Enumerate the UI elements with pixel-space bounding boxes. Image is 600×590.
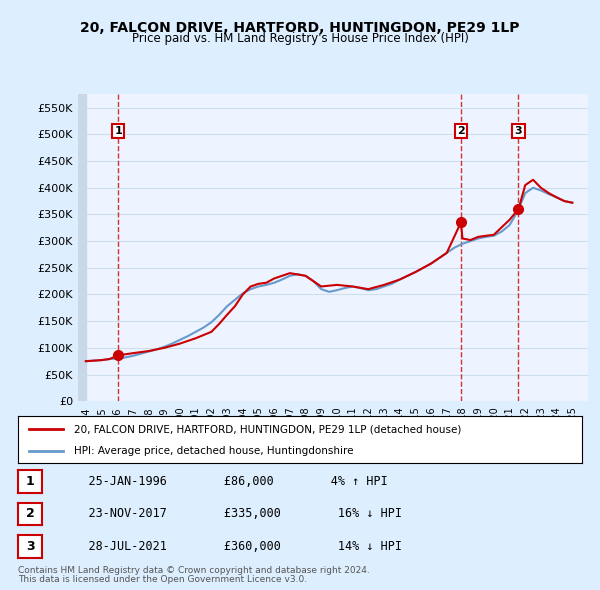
- Bar: [78, 94, 86, 401]
- Text: 25-JAN-1996        £86,000        4% ↑ HPI: 25-JAN-1996 £86,000 4% ↑ HPI: [60, 475, 388, 488]
- Text: 2: 2: [26, 507, 34, 520]
- Text: 1: 1: [115, 126, 122, 136]
- Text: 20, FALCON DRIVE, HARTFORD, HUNTINGDON, PE29 1LP (detached house): 20, FALCON DRIVE, HARTFORD, HUNTINGDON, …: [74, 424, 462, 434]
- Text: 23-NOV-2017        £335,000        16% ↓ HPI: 23-NOV-2017 £335,000 16% ↓ HPI: [60, 507, 402, 520]
- Text: 2: 2: [457, 126, 465, 136]
- Text: This data is licensed under the Open Government Licence v3.0.: This data is licensed under the Open Gov…: [18, 575, 307, 584]
- Text: Contains HM Land Registry data © Crown copyright and database right 2024.: Contains HM Land Registry data © Crown c…: [18, 566, 370, 575]
- Text: 1: 1: [26, 475, 34, 488]
- Text: 3: 3: [515, 126, 522, 136]
- Text: 28-JUL-2021        £360,000        14% ↓ HPI: 28-JUL-2021 £360,000 14% ↓ HPI: [60, 540, 402, 553]
- Text: Price paid vs. HM Land Registry's House Price Index (HPI): Price paid vs. HM Land Registry's House …: [131, 32, 469, 45]
- Text: 20, FALCON DRIVE, HARTFORD, HUNTINGDON, PE29 1LP: 20, FALCON DRIVE, HARTFORD, HUNTINGDON, …: [80, 21, 520, 35]
- Text: HPI: Average price, detached house, Huntingdonshire: HPI: Average price, detached house, Hunt…: [74, 447, 354, 456]
- Text: 3: 3: [26, 540, 34, 553]
